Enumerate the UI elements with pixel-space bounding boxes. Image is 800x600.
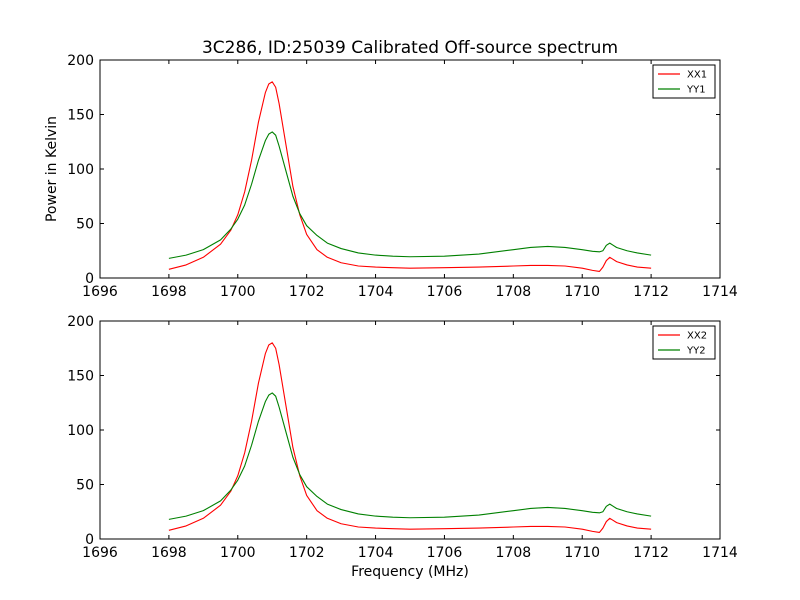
x-tick-label: 1710 <box>564 545 600 561</box>
x-tick-label: 1700 <box>220 284 256 300</box>
plots-group: 1696 1698 1700 1702 1704 1706 1708 1710 1712 1714… <box>44 53 738 580</box>
x-tick-label: 1696 <box>82 545 118 561</box>
y-tick-label: 150 <box>67 108 94 124</box>
x-tick-label: 1698 <box>151 545 187 561</box>
legend-label: XX2 <box>687 331 707 342</box>
x-tick-label: 1712 <box>633 545 669 561</box>
legend-label: YY1 <box>686 85 706 96</box>
axes-frame <box>99 320 721 540</box>
y-tick-label: 100 <box>67 423 94 439</box>
plot-panel-2: 1696 1698 1700 1702 1704 1706 1708 1710 1712 1714… <box>67 314 738 580</box>
figure-title: 3C286, ID:25039 Calibrated Off-source sp… <box>202 38 618 58</box>
legend-box <box>652 325 716 360</box>
series-line-yy1 <box>168 131 652 259</box>
x-tick-label: 1702 <box>289 545 325 561</box>
x-tick-label: 1704 <box>358 545 394 561</box>
y-tick-label: 200 <box>67 53 94 69</box>
y-tick-label: 200 <box>67 314 94 330</box>
x-tick-label: 1702 <box>289 284 325 300</box>
y-tick-label: 0 <box>85 271 94 287</box>
legend-label: XX1 <box>687 70 707 81</box>
x-tick-label: 1706 <box>427 284 463 300</box>
series-line-xx1 <box>168 81 652 273</box>
y-axis-label: Power in Kelvin <box>44 116 60 222</box>
legend-label: YY2 <box>686 346 706 357</box>
axes-frame <box>99 59 721 279</box>
x-tick-label: 1706 <box>427 545 463 561</box>
y-tick-label: 150 <box>67 369 94 385</box>
y-tick-label: 50 <box>76 478 94 494</box>
x-tick-label: 1704 <box>358 284 394 300</box>
series-line-xx2 <box>168 342 652 534</box>
x-tick-label: 1700 <box>220 545 256 561</box>
x-tick-label: 1708 <box>496 545 532 561</box>
y-tick-label: 50 <box>76 217 94 233</box>
x-tick-label: 1714 <box>702 545 738 561</box>
x-tick-label: 1712 <box>633 284 669 300</box>
x-tick-label: 1714 <box>702 284 738 300</box>
x-tick-label: 1710 <box>564 284 600 300</box>
x-tick-label: 1696 <box>82 284 118 300</box>
y-tick-label: 0 <box>85 532 94 548</box>
legend-box <box>652 64 716 99</box>
plot-panel-1: 1696 1698 1700 1702 1704 1706 1708 1710 1712 1714… <box>44 53 738 300</box>
series-line-yy2 <box>168 392 652 520</box>
y-tick-label: 100 <box>67 162 94 178</box>
x-tick-label: 1708 <box>496 284 532 300</box>
x-tick-label: 1698 <box>151 284 187 300</box>
x-axis-label: Frequency (MHz) <box>351 564 469 580</box>
